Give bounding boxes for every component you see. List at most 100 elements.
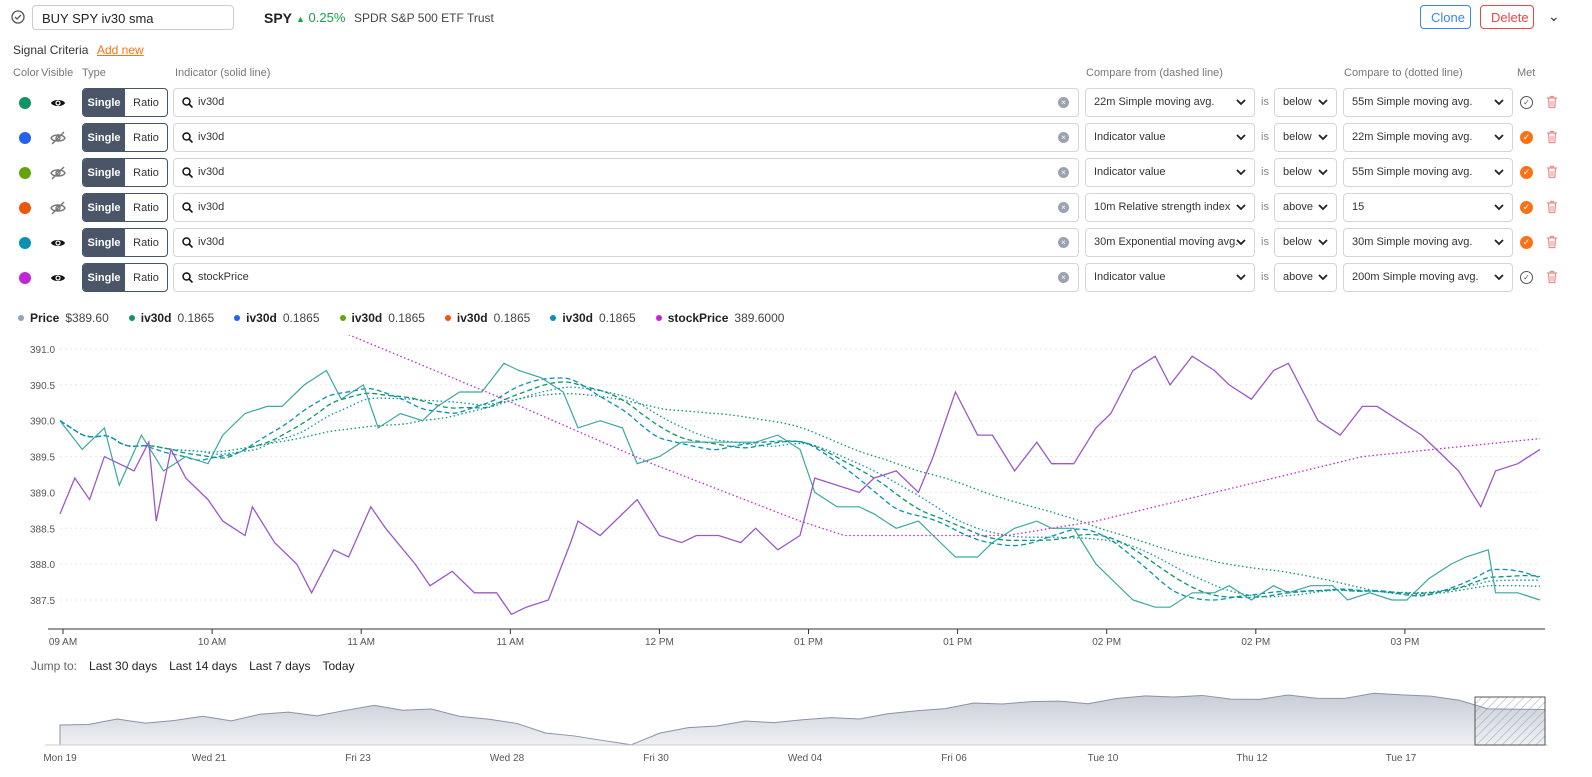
clear-icon[interactable]: × xyxy=(1058,272,1069,283)
clear-icon[interactable]: × xyxy=(1058,202,1069,213)
type-single-button[interactable]: Single xyxy=(83,229,125,256)
trash-icon[interactable] xyxy=(1547,235,1557,249)
compare-from-select[interactable]: Indicator value xyxy=(1085,158,1255,187)
type-ratio-button[interactable]: Ratio xyxy=(133,201,159,214)
eye-off-icon[interactable] xyxy=(50,165,66,181)
operator-select[interactable]: below xyxy=(1274,158,1337,187)
legend-item[interactable]: iv30d 0.1865 xyxy=(128,311,214,325)
indicator-input[interactable]: iv30d × xyxy=(173,228,1079,257)
indicator-input[interactable]: iv30d × xyxy=(173,123,1079,152)
jump-today[interactable]: Today xyxy=(322,659,355,673)
legend-name: iv30d xyxy=(456,311,488,325)
legend-dot xyxy=(234,315,241,321)
operator-select[interactable]: above xyxy=(1274,193,1337,222)
chevron-down-icon xyxy=(1318,200,1328,217)
trash-icon[interactable] xyxy=(1547,270,1557,284)
clear-icon[interactable]: × xyxy=(1058,237,1069,248)
operator-select[interactable]: below xyxy=(1274,123,1337,152)
compare-from-select[interactable]: 30m Exponential moving avg. xyxy=(1085,228,1255,257)
legend-item[interactable]: stockPrice 389.6000 xyxy=(655,311,784,325)
clear-icon[interactable]: × xyxy=(1058,132,1069,143)
x-tick-label: 01 PM xyxy=(794,637,823,648)
color-swatch[interactable] xyxy=(19,167,31,179)
indicator-input[interactable]: iv30d × xyxy=(173,193,1079,222)
eye-off-icon[interactable] xyxy=(50,200,66,216)
chevron-down-icon xyxy=(1236,270,1246,287)
clear-icon[interactable]: × xyxy=(1058,167,1069,178)
navigator-area xyxy=(59,692,1546,746)
add-new-link[interactable]: Add new xyxy=(97,43,144,57)
jump-last-7-days[interactable]: Last 7 days xyxy=(249,659,311,673)
compare-from-select[interactable]: 22m Simple moving avg. xyxy=(1085,88,1255,117)
legend-item[interactable]: Price $389.60 xyxy=(18,311,109,325)
eye-off-icon[interactable] xyxy=(50,130,66,146)
compare-from-select[interactable]: Indicator value xyxy=(1085,123,1255,152)
color-swatch[interactable] xyxy=(19,272,31,284)
compare-to-select[interactable]: 15 xyxy=(1343,193,1513,222)
compare-from-select[interactable]: 10m Relative strength index xyxy=(1085,193,1255,222)
eye-icon[interactable] xyxy=(50,95,66,111)
indicator-input[interactable]: iv30d × xyxy=(173,88,1079,117)
legend-item[interactable]: iv30d 0.1865 xyxy=(550,311,636,325)
compare-from-value: 10m Relative strength index xyxy=(1094,201,1231,213)
legend-dot xyxy=(444,315,451,321)
navigator-handle[interactable] xyxy=(1474,696,1546,746)
compare-to-select[interactable]: 200m Simple moving avg. xyxy=(1343,263,1513,292)
type-ratio-button[interactable]: Ratio xyxy=(133,166,159,179)
type-ratio-button[interactable]: Ratio xyxy=(133,96,159,109)
operator-select[interactable]: below xyxy=(1274,228,1337,257)
operator-select[interactable]: above xyxy=(1274,263,1337,292)
color-swatch[interactable] xyxy=(19,202,31,214)
main-chart[interactable]: 391.0 390.5 390.0 389.5 389.0 388.5 388.0 387.5… xyxy=(0,335,1592,650)
company-name: SPDR S&P 500 ETF Trust xyxy=(354,11,494,25)
compare-from-select[interactable]: Indicator value xyxy=(1085,263,1255,292)
compare-to-select[interactable]: 30m Simple moving avg. xyxy=(1343,228,1513,257)
type-single-button[interactable]: Single xyxy=(83,159,125,186)
type-ratio-button[interactable]: Ratio xyxy=(133,236,159,249)
navigator[interactable]: Mon 19 Wed 21 Fri 23 Wed 28 Fri 30 Wed 04 Fri … xyxy=(0,685,1592,777)
type-ratio-button[interactable]: Ratio xyxy=(133,271,159,284)
trash-icon[interactable] xyxy=(1547,130,1557,144)
trash-icon[interactable] xyxy=(1547,200,1557,214)
operator-value: above xyxy=(1283,201,1313,213)
color-swatch[interactable] xyxy=(19,97,31,109)
delete-button[interactable]: Delete xyxy=(1480,5,1534,29)
clone-button[interactable]: Clone xyxy=(1420,5,1471,29)
trash-icon[interactable] xyxy=(1547,165,1557,179)
compare-from-value: 30m Exponential moving avg. xyxy=(1094,236,1239,248)
check-circle-icon[interactable] xyxy=(11,10,25,24)
eye-icon[interactable] xyxy=(50,270,66,286)
chevron-down-icon[interactable]: ⌄ xyxy=(1548,8,1560,24)
type-toggle: Single Ratio xyxy=(82,158,168,187)
type-single-button[interactable]: Single xyxy=(83,264,125,291)
jump-last-14-days[interactable]: Last 14 days xyxy=(169,659,238,673)
legend-item[interactable]: iv30d 0.1865 xyxy=(339,311,425,325)
operator-select[interactable]: below xyxy=(1274,88,1337,117)
type-ratio-button[interactable]: Ratio xyxy=(133,131,159,144)
type-single-button[interactable]: Single xyxy=(83,89,125,116)
search-icon xyxy=(182,272,193,283)
type-single-button[interactable]: Single xyxy=(83,124,125,151)
header-compare-to: Compare to (dotted line) xyxy=(1344,67,1463,79)
navigator-label: Thu 12 xyxy=(1236,753,1268,764)
clear-icon[interactable]: × xyxy=(1058,97,1069,108)
signal-name-input[interactable]: BUY SPY iv30 sma xyxy=(32,5,234,30)
operator-value: below xyxy=(1283,131,1312,143)
legend-item[interactable]: iv30d 0.1865 xyxy=(444,311,531,325)
legend-item[interactable]: iv30d 0.1865 xyxy=(234,311,320,325)
color-swatch[interactable] xyxy=(19,237,31,249)
legend-value: 0.1865 xyxy=(493,311,531,325)
compare-to-select[interactable]: 55m Simple moving avg. xyxy=(1343,88,1513,117)
trash-icon[interactable] xyxy=(1547,95,1557,109)
compare-to-select[interactable]: 55m Simple moving avg. xyxy=(1343,158,1513,187)
color-swatch[interactable] xyxy=(19,132,31,144)
type-single-button[interactable]: Single xyxy=(83,194,125,221)
compare-to-select[interactable]: 22m Simple moving avg. xyxy=(1343,123,1513,152)
legend-dot xyxy=(128,315,135,321)
indicator-input[interactable]: iv30d × xyxy=(173,158,1079,187)
indicator-input[interactable]: stockPrice × xyxy=(173,263,1079,292)
eye-icon[interactable] xyxy=(50,235,66,251)
jump-last-30-days[interactable]: Last 30 days xyxy=(89,659,158,673)
header-compare-from: Compare from (dashed line) xyxy=(1086,67,1223,79)
stock-price-sma200-dotted-line xyxy=(348,335,1541,537)
